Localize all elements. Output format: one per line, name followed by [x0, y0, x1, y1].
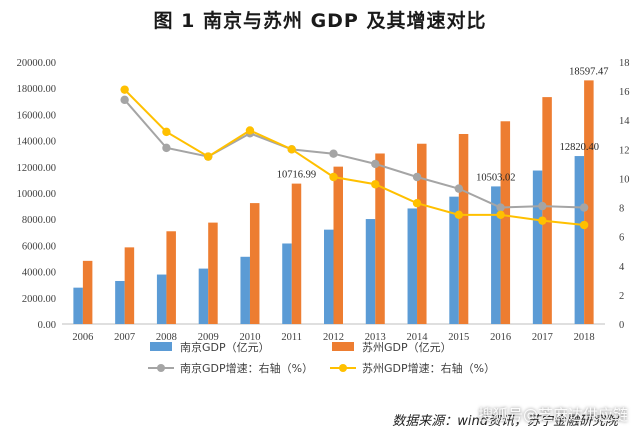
watermark: 搜狐号@芝麻达供应链 — [477, 406, 628, 424]
x-tick-label: 2018 — [574, 332, 595, 343]
bar-suzhou-gdp — [375, 153, 385, 324]
point-nanjing-growth — [538, 201, 547, 211]
bar-suzhou-gdp — [82, 260, 93, 324]
point-suzhou-growth — [454, 210, 464, 220]
point-nanjing-growth — [120, 95, 129, 105]
data-label: 10716.99 — [277, 170, 316, 181]
point-suzhou-growth — [287, 145, 296, 154]
y-tick-label: 16000.00 — [17, 110, 56, 121]
bar-nanjing-gdp — [491, 186, 501, 324]
y2-tick-label: 2 — [619, 291, 624, 302]
legend-marker — [157, 364, 165, 372]
x-tick-label: 2012 — [323, 332, 344, 343]
y2-tick-label: 0 — [619, 320, 624, 331]
point-suzhou-growth — [162, 127, 171, 137]
point-nanjing-growth — [454, 184, 464, 193]
y-tick-label: 8000.00 — [22, 215, 56, 226]
point-suzhou-growth — [120, 85, 129, 94]
point-nanjing-growth — [579, 203, 589, 212]
bar-suzhou-gdp — [584, 80, 594, 325]
point-suzhou-growth — [329, 172, 338, 182]
y2-tick-label: 6 — [619, 233, 624, 244]
data-label: 18597.47 — [569, 66, 608, 77]
line-suzhou-growth — [123, 88, 585, 227]
y-tick-label: 0.00 — [38, 320, 56, 331]
x-tick-label: 2007 — [114, 332, 135, 343]
y2-tick-label: 14 — [619, 116, 630, 127]
bar-nanjing-gdp — [407, 208, 418, 324]
legend-label: 苏州GDP（亿元） — [362, 341, 452, 354]
bar-nanjing-gdp — [198, 268, 209, 324]
source-note: 数据来源：wind资讯，苏宁金融研究院 — [392, 414, 618, 429]
legend-swatch — [332, 342, 354, 351]
bar-nanjing-gdp — [240, 256, 250, 324]
point-nanjing-growth — [162, 143, 171, 153]
y-tick-label: 14000.00 — [17, 137, 56, 148]
y2-tick-label: 4 — [619, 262, 625, 273]
bar-nanjing-gdp — [282, 243, 292, 324]
chart-title: 图 1 南京与苏州 GDP 及其增速对比 — [153, 10, 487, 32]
point-suzhou-growth — [579, 220, 589, 230]
bar-nanjing-gdp — [73, 287, 83, 324]
y-tick-label: 2000.00 — [22, 294, 56, 305]
point-nanjing-growth — [496, 203, 505, 212]
data-label: 10503.02 — [476, 172, 515, 183]
point-suzhou-growth — [203, 152, 213, 161]
y2-tick-label: 8 — [619, 204, 624, 215]
point-suzhou-growth — [496, 210, 505, 220]
bar-suzhou-gdp — [249, 203, 260, 324]
bar-suzhou-gdp — [208, 222, 218, 324]
point-suzhou-growth — [538, 216, 547, 225]
bar-suzhou-gdp — [500, 121, 511, 324]
x-tick-label: 2011 — [281, 332, 302, 343]
bar-suzhou-gdp — [458, 133, 469, 324]
y-tick-label: 6000.00 — [22, 241, 56, 252]
x-tick-label: 2008 — [156, 332, 177, 343]
y2-tick-label: 18 — [619, 58, 630, 69]
legend-swatch — [150, 342, 172, 351]
point-nanjing-growth — [329, 149, 338, 158]
bar-nanjing-gdp — [156, 274, 167, 324]
x-tick-label: 2017 — [532, 332, 553, 343]
bar-suzhou-gdp — [333, 166, 343, 324]
point-nanjing-growth — [412, 172, 422, 182]
point-suzhou-growth — [245, 126, 255, 135]
y-tick-label: 10000.00 — [17, 189, 56, 200]
line-nanjing-growth — [123, 99, 585, 209]
bar-suzhou-gdp — [124, 247, 135, 324]
bar-nanjing-gdp — [449, 196, 459, 324]
bar-suzhou-gdp — [417, 143, 427, 324]
legend-marker — [339, 364, 347, 372]
x-tick-label: 2016 — [490, 332, 511, 343]
point-suzhou-growth — [412, 198, 422, 208]
legend-label: 南京GDP增速：右轴（%） — [180, 361, 313, 375]
bar-nanjing-gdp — [532, 170, 543, 324]
bar-nanjing-gdp — [365, 219, 376, 324]
y2-tick-label: 12 — [619, 145, 630, 156]
y-tick-label: 18000.00 — [17, 84, 56, 95]
x-tick-label: 2014 — [407, 332, 429, 343]
x-tick-label: 2013 — [365, 332, 386, 343]
bar-suzhou-gdp — [291, 183, 302, 324]
legend-label: 苏州GDP增速：右轴（%） — [362, 361, 495, 375]
point-suzhou-growth — [371, 180, 380, 189]
x-tick-label: 2015 — [448, 332, 469, 343]
y-tick-label: 4000.00 — [22, 268, 56, 279]
bar-suzhou-gdp — [542, 97, 552, 324]
y-tick-label: 12000.00 — [17, 163, 56, 174]
x-tick-label: 2010 — [239, 332, 260, 343]
x-tick-label: 2009 — [198, 332, 219, 343]
x-tick-label: 2006 — [72, 332, 93, 343]
bar-suzhou-gdp — [166, 231, 176, 324]
y2-tick-label: 16 — [619, 87, 630, 98]
bar-nanjing-gdp — [324, 229, 334, 324]
legend-label: 南京GDP（亿元） — [180, 340, 270, 354]
data-label: 12820.40 — [560, 142, 599, 153]
y-tick-label: 20000.00 — [17, 58, 56, 69]
bar-nanjing-gdp — [574, 156, 585, 324]
bar-nanjing-gdp — [115, 280, 125, 324]
y2-tick-label: 10 — [619, 174, 630, 185]
point-nanjing-growth — [371, 159, 380, 169]
